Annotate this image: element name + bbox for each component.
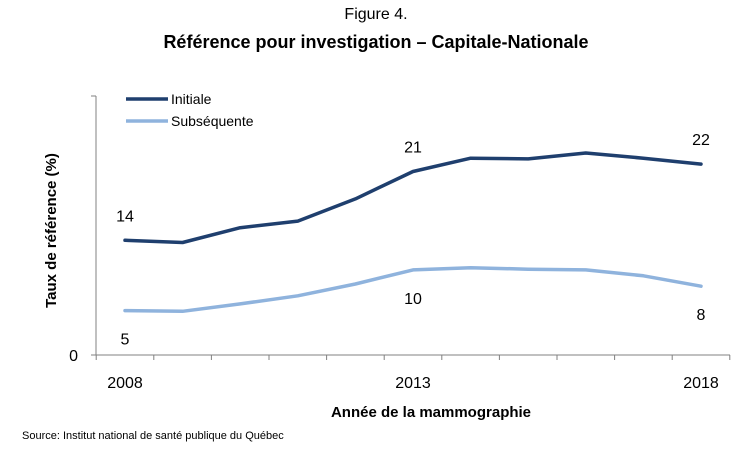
x-tick-label: 2008 [107,375,143,392]
data-label: 21 [404,139,422,156]
x-tick-label: 2018 [683,375,719,392]
chart-title: Référence pour investigation – Capitale-… [163,32,589,52]
y-axis-title: Taux de référence (%) [43,153,60,308]
axes: 0 2008 2013 2018 Année de la mammographie Tau… [43,95,731,421]
source-note: Source: Institut national de santé publi… [22,430,284,442]
data-label: 22 [692,132,710,149]
data-label: 5 [121,332,130,349]
legend-label: Initiale [171,91,212,107]
figure-label: Figure 4. [344,6,408,23]
data-label: 14 [116,208,134,225]
legend-label: Subséquente [171,113,254,129]
data-label: 10 [404,291,422,308]
x-tick-label: 2013 [395,375,431,392]
legend: Initiale Subséquente [126,91,254,129]
data-label: 8 [697,307,706,324]
data-labels: 14 21 22 5 10 8 [116,132,710,349]
series-line-subsequente [123,265,703,314]
y-tick-label: 0 [69,348,78,365]
series-line-initiale [123,151,703,245]
series-layer [123,151,703,314]
x-axis-title: Année de la mammographie [331,404,531,421]
